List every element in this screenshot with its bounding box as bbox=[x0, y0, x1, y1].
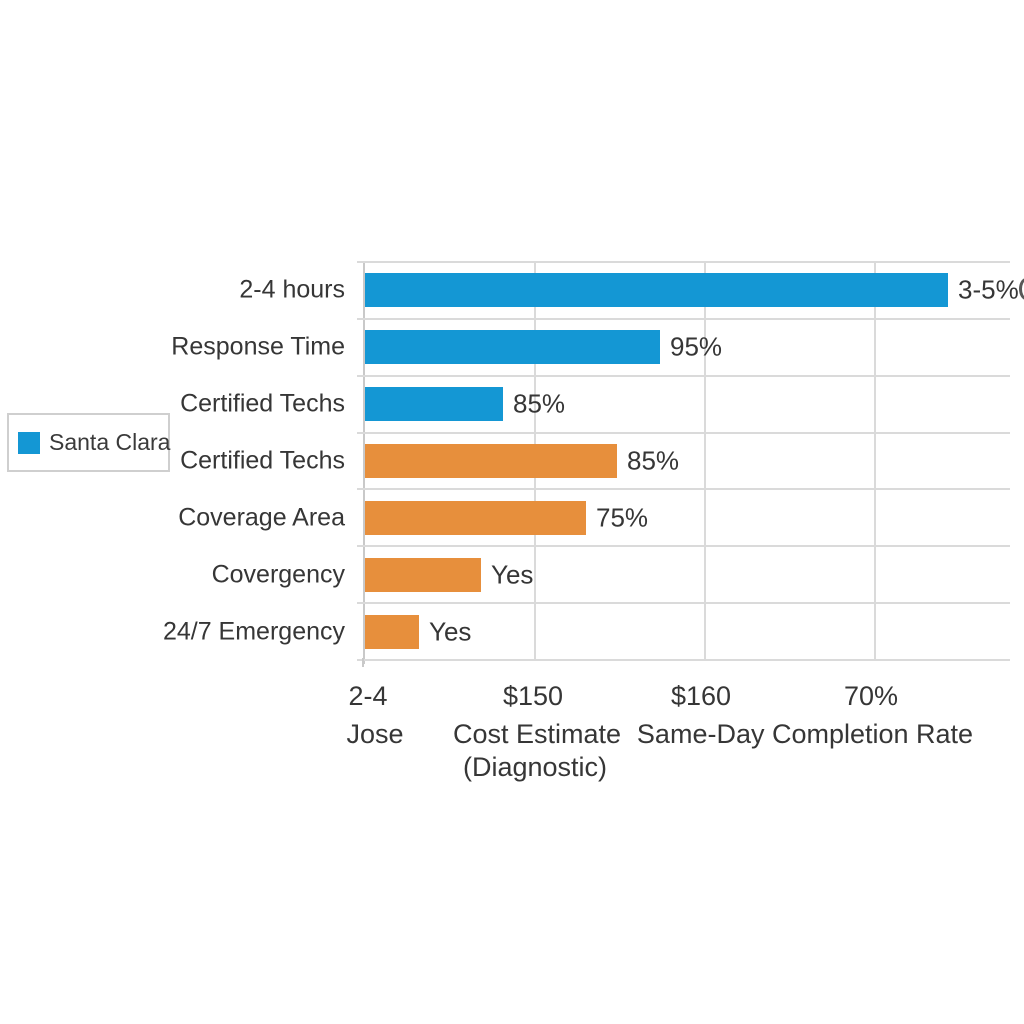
legend: Santa Clara bbox=[7, 413, 170, 472]
bar-value-label: 95% bbox=[670, 331, 723, 362]
category-label: 2-4 hours bbox=[239, 275, 345, 304]
horizontal-gridline bbox=[357, 318, 1010, 320]
clipped-glyph-artifact bbox=[1019, 276, 1024, 304]
category-label: Certified Techs bbox=[180, 446, 345, 475]
bar-certified-techs bbox=[365, 387, 503, 421]
category-label: Certified Techs bbox=[180, 389, 345, 418]
horizontal-gridline bbox=[357, 261, 1010, 263]
category-label: Response Time bbox=[171, 332, 345, 361]
x-tick-label: $150 bbox=[502, 681, 564, 711]
x-tick-label: 70% bbox=[843, 681, 899, 711]
x-axis-sublabel: Same-Day Completion Rate bbox=[636, 719, 974, 749]
horizontal-gridline bbox=[357, 488, 1010, 490]
horizontal-gridline bbox=[357, 375, 1010, 377]
bar-covergency bbox=[365, 558, 481, 592]
horizontal-gridline bbox=[357, 432, 1010, 434]
bar-2-4-hours bbox=[365, 273, 948, 307]
vertical-gridline bbox=[704, 262, 706, 660]
horizontal-gridline bbox=[357, 545, 1010, 547]
bar-24-7-emergency bbox=[365, 615, 419, 649]
x-tick-label: $160 bbox=[670, 681, 732, 711]
bar-coverage-area bbox=[365, 501, 586, 535]
bar-value-label: 75% bbox=[596, 502, 649, 533]
x-axis-sublabel: Cost Estimate bbox=[452, 719, 622, 749]
x-axis-sublabel: (Diagnostic) bbox=[462, 752, 608, 782]
x-axis-origin-tick bbox=[362, 658, 364, 667]
category-label: Covergency bbox=[211, 560, 345, 589]
horizontal-gridline bbox=[357, 659, 1010, 661]
bar-value-label: 85% bbox=[513, 388, 566, 419]
y-axis-line bbox=[363, 262, 365, 664]
legend-swatch-icon bbox=[18, 431, 40, 454]
x-axis-sublabel: Jose bbox=[346, 719, 404, 749]
legend-label: Santa Clara bbox=[49, 429, 171, 455]
bar-response-time bbox=[365, 330, 660, 364]
clipped-glyph-shape bbox=[1019, 278, 1024, 300]
bar-value-label: Yes bbox=[429, 616, 472, 647]
bar-value-label: 3-5% bbox=[958, 274, 1019, 305]
bar-value-label: Yes bbox=[491, 559, 534, 590]
y-axis-labels: 2-4 hours Response Time Certified Techs Cer… bbox=[0, 262, 345, 660]
category-label: 24/7 Emergency bbox=[162, 617, 345, 646]
plot-area: 3-5% 95% 85% 85% 75% Yes Yes bbox=[357, 261, 1019, 664]
category-label: Coverage Area bbox=[178, 503, 345, 532]
vertical-gridline bbox=[874, 262, 876, 660]
x-tick-label: 2-4 bbox=[348, 681, 388, 711]
horizontal-gridline bbox=[357, 602, 1010, 604]
bar-value-label: 85% bbox=[627, 445, 680, 476]
bar-certified-techs bbox=[365, 444, 617, 478]
